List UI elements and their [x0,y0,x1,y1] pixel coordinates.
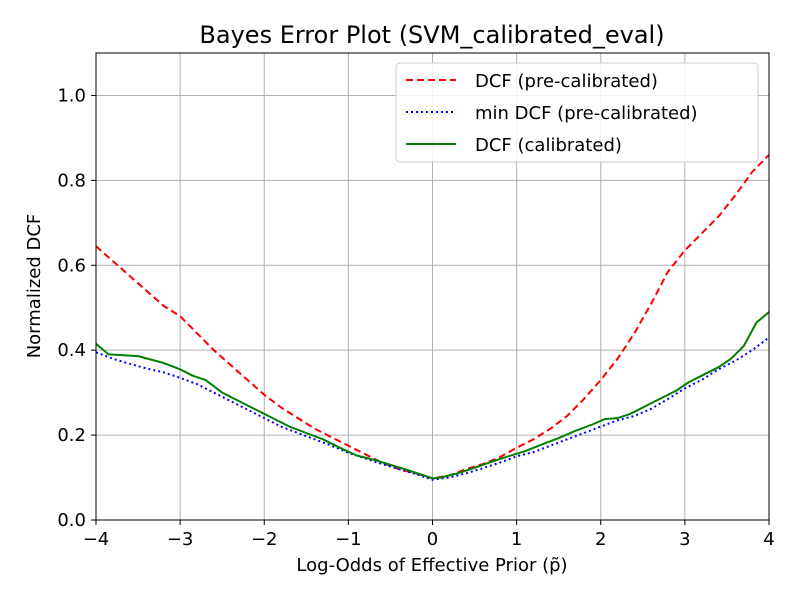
x-tick-label: −2 [251,529,278,550]
legend-label-2: DCF (calibrated) [475,135,622,156]
x-tick-label: −1 [335,529,362,550]
series-line-0 [95,154,770,480]
y-axis-label: Normalized DCF [24,214,45,359]
y-axis-ticks: 0.0 0.2 0.4 0.6 0.8 1.0 [57,85,96,531]
y-tick-label: 0.4 [57,340,86,361]
series-line-2 [95,311,770,480]
legend-label-0: DCF (pre-calibrated) [475,71,658,92]
y-tick-label: 0.8 [57,170,86,191]
x-tick-label: 0 [427,529,438,550]
x-tick-label: 4 [763,529,774,550]
x-axis-ticks: −4 −3 −2 −1 0 1 2 3 4 [83,520,775,550]
x-axis-label: Log-Odds of Effective Prior (p̃) [296,555,567,576]
x-tick-label: −4 [83,529,110,550]
legend-label-1: min DCF (pre-calibrated) [475,103,698,124]
x-tick-label: −3 [167,529,194,550]
y-tick-label: 1.0 [57,85,86,106]
series-line-1 [95,336,770,481]
legend: DCF (pre-calibrated) min DCF (pre-calibra… [395,62,759,163]
x-tick-label: 1 [511,529,522,550]
chart-title: Bayes Error Plot (SVM_calibrated_eval) [199,21,664,49]
series-layer [95,154,770,481]
legend-box [395,62,759,163]
x-tick-label: 2 [595,529,606,550]
y-tick-label: 0.6 [57,255,86,276]
y-tick-label: 0.2 [57,425,86,446]
x-tick-label: 3 [679,529,690,550]
y-tick-label: 0.0 [57,510,86,531]
